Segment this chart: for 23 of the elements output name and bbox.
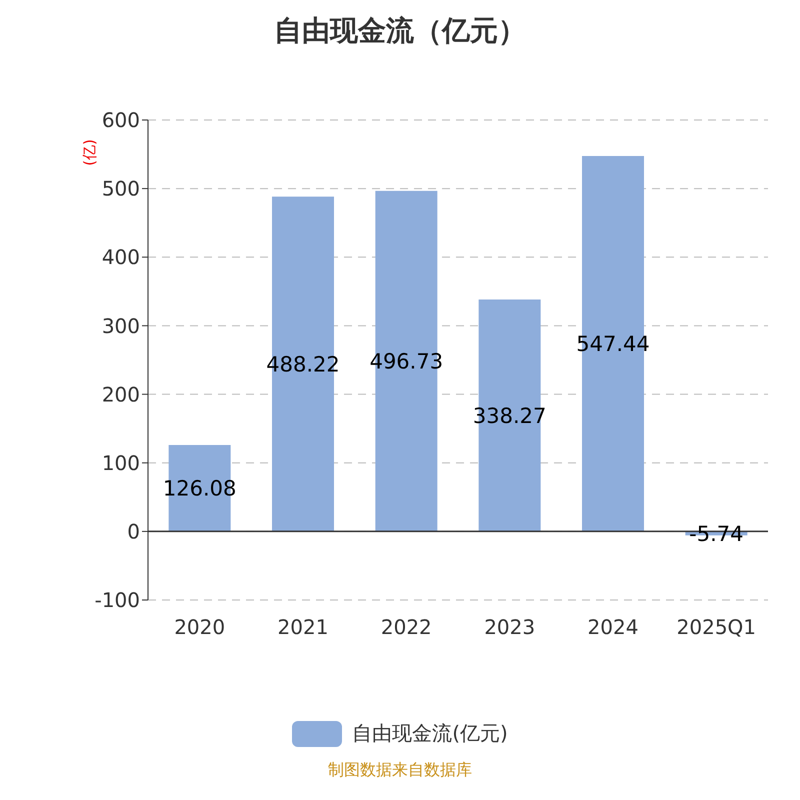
y-tick-label: 400 xyxy=(102,245,140,270)
y-tick-label: 100 xyxy=(102,450,140,475)
x-tick-label: 2024 xyxy=(588,615,638,640)
x-tick-label: 2020 xyxy=(174,615,226,640)
data-label: 126.08 xyxy=(162,476,236,501)
chart-title: 自由现金流（亿元） xyxy=(273,13,527,49)
y-axis-title: (亿) xyxy=(80,138,100,168)
text: 制图数据来自数据库 xyxy=(327,760,473,781)
y-tick-label: 500 xyxy=(102,176,140,201)
data-label: 496.73 xyxy=(370,350,444,374)
x-tick-label: 2021 xyxy=(278,615,328,640)
x-tick-label: 2023 xyxy=(484,615,536,640)
data-label: 488.22 xyxy=(266,352,340,376)
data-label: 338.27 xyxy=(472,404,546,428)
legend-label: 自由现金流(亿元) xyxy=(352,720,508,747)
y-tick-label: 600 xyxy=(102,108,140,132)
y-tick-label: 300 xyxy=(102,314,140,338)
y-tick-label: -100 xyxy=(94,588,140,612)
data-label: 547.44 xyxy=(576,332,650,356)
y-tick-label: 0 xyxy=(127,520,140,544)
x-tick-label: 2022 xyxy=(380,615,432,640)
x-tick-label: 2025Q1 xyxy=(676,615,756,640)
y-tick-label: 200 xyxy=(102,382,140,406)
